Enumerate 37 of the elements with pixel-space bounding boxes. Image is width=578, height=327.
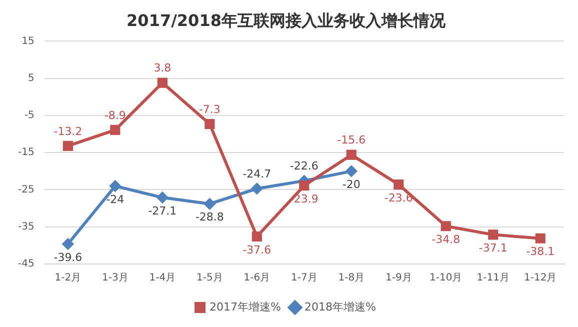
data-label: -24.7	[242, 167, 272, 180]
data-label: -7.3	[198, 102, 220, 116]
y-tick-label: 5	[28, 72, 34, 84]
legend-label: 2018年增速%	[304, 300, 376, 314]
x-tick-label: 1-2月	[54, 272, 82, 284]
data-label: -22.6	[290, 160, 318, 173]
data-label: -37.1	[478, 242, 508, 255]
data-label: -15.6	[337, 134, 366, 147]
y-tick-label: -35	[18, 221, 34, 232]
x-tick-label: 1-7月	[290, 272, 318, 284]
x-tick-label: 1-10月	[430, 272, 462, 284]
y-tick-label: -25	[18, 184, 34, 196]
data-label: -39.6	[54, 250, 82, 264]
y-tick-label: -45	[18, 258, 34, 270]
data-label: -24	[106, 192, 124, 206]
y-tick-label: -5	[24, 110, 34, 122]
data-label: -34.8	[432, 232, 460, 246]
data-label: -28.8	[195, 210, 224, 224]
y-tick-label: -15	[18, 147, 34, 158]
data-label: -38.1	[526, 245, 555, 258]
x-tick-label: 1-9月	[385, 272, 412, 284]
chart-title: 2017/2018年互联网接入业务收入增长情况	[126, 10, 446, 30]
x-tick-label: 1-4月	[149, 272, 176, 284]
x-tick-label: 1-11月	[476, 272, 510, 284]
y-tick-label: 15	[22, 36, 34, 47]
legend-label: 2017年增速%	[210, 300, 282, 314]
data-label: -27.1	[148, 204, 177, 218]
x-tick-label: 1-8月	[338, 272, 365, 284]
data-label: -20	[342, 178, 360, 192]
x-tick-label: 1-3月	[102, 272, 128, 284]
x-tick-label: 1-5月	[196, 272, 223, 284]
x-tick-label: 1-6月	[244, 272, 270, 284]
data-label: -8.9	[104, 108, 126, 122]
x-tick-label: 1-12月	[524, 272, 557, 284]
data-label: -13.2	[54, 124, 82, 138]
data-label: 3.8	[154, 62, 172, 75]
data-label: -37.6	[242, 243, 272, 256]
